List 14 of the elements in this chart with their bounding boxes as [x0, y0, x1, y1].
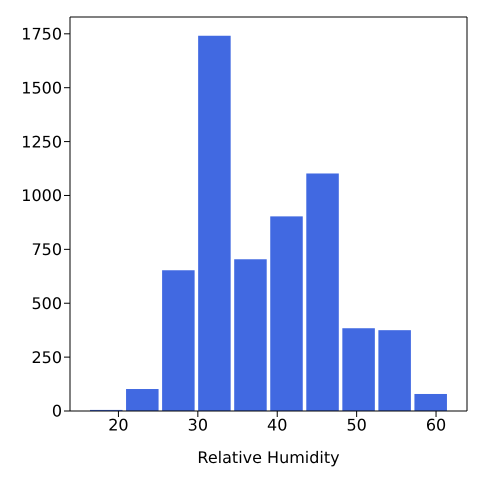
- y-tick-label: 1750: [21, 24, 62, 44]
- y-tick-label: 1000: [21, 186, 62, 206]
- x-tick-label: 20: [108, 415, 129, 434]
- y-tick-label: 500: [31, 294, 62, 313]
- x-tick-label: 40: [267, 415, 288, 434]
- y-tick-label: 750: [31, 240, 62, 260]
- y-tick-label: 1500: [21, 78, 62, 98]
- x-tick-label: 60: [426, 415, 446, 434]
- y-tick-label: 250: [31, 348, 62, 367]
- y-tick-label: 1250: [21, 132, 62, 152]
- y-tick-label: 0: [52, 402, 62, 421]
- x-axis-title: Relative Humidity: [197, 448, 340, 467]
- x-tick-label: 50: [346, 415, 367, 434]
- x-tick-label: 30: [188, 415, 208, 434]
